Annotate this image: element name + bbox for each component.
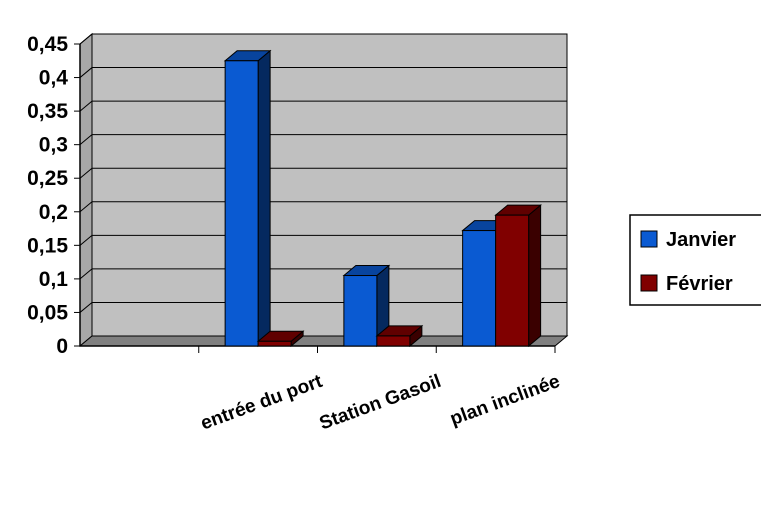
bar <box>342 264 391 348</box>
gridlines <box>79 33 567 313</box>
bar-front <box>224 60 259 347</box>
bar-side <box>257 49 271 348</box>
y-tick-labels: 0 0,05 0,1 0,15 0,2 0,25 0,3 0,35 0,4 0,45 <box>27 33 68 358</box>
gridline <box>79 33 567 45</box>
bar-front <box>376 335 411 347</box>
gridline <box>79 67 567 78</box>
gridline <box>79 201 567 213</box>
bar <box>494 204 543 348</box>
bar-side <box>528 204 542 348</box>
plot-walls <box>78 32 569 348</box>
bar-front <box>495 214 530 347</box>
bar <box>256 330 305 348</box>
legend-swatch <box>640 274 658 292</box>
y-tick-label: 0,25 <box>27 167 68 190</box>
bars <box>223 49 543 348</box>
y-tick-label: 0 <box>56 335 68 358</box>
gridline <box>79 234 567 246</box>
y-tick-label: 0,2 <box>39 201 68 224</box>
y-tick-label: 0,35 <box>27 100 68 123</box>
gridline <box>79 301 567 313</box>
x-tick-label: Station Gasoil <box>317 371 444 434</box>
bar-front <box>462 230 497 347</box>
gridline <box>79 100 567 112</box>
y-tick-label: 0,3 <box>39 134 68 157</box>
legend-label: Février <box>666 273 733 295</box>
bar <box>375 324 424 348</box>
y-tick-label: 0,15 <box>27 234 68 257</box>
y-tick-label: 0,05 <box>27 301 68 324</box>
bar-front <box>257 340 292 347</box>
legend-label: Janvier <box>666 229 736 251</box>
gridline <box>79 268 567 280</box>
x-tick-label: plan inclinée <box>447 371 562 430</box>
y-tick-label: 0,45 <box>27 33 68 56</box>
x-tick-label: entrée du port <box>198 371 326 435</box>
side-wall <box>79 32 93 348</box>
gridline <box>79 134 567 146</box>
y-tick-label: 0,4 <box>39 67 69 90</box>
y-tick-label: 0,1 <box>39 268 69 291</box>
bar-front <box>343 275 378 347</box>
legend-swatch <box>640 230 658 248</box>
legend: Janvier Février <box>629 214 761 306</box>
gridline <box>79 167 567 179</box>
bar <box>223 49 272 348</box>
